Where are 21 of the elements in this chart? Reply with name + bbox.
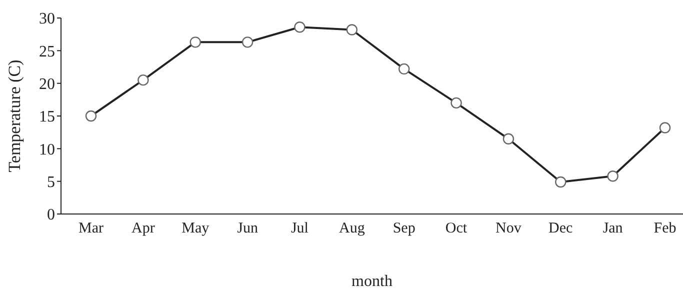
y-tick-label: 10 — [39, 141, 55, 158]
y-tick-label: 5 — [47, 174, 55, 192]
y-tick-label: 20 — [39, 76, 55, 94]
x-tick-label: Mar — [78, 220, 104, 237]
x-axis-title: month — [352, 273, 392, 290]
x-tick-label: May — [182, 220, 210, 237]
x-tick-label: Nov — [496, 220, 522, 237]
x-tick-label: Jan — [602, 220, 624, 237]
y-axis-title: Temperature (C) — [5, 60, 24, 172]
x-tick-label: Sep — [392, 220, 416, 237]
y-tick-label: 30 — [39, 10, 55, 28]
y-tick-label: 0 — [47, 206, 55, 224]
x-tick-label: Jul — [290, 220, 308, 237]
x-tick-label: Oct — [445, 220, 468, 237]
x-tick-label: Aug — [338, 220, 366, 237]
x-tick-label: Feb — [654, 220, 676, 237]
y-tick-label: 15 — [39, 108, 55, 126]
x-tick-label: Dec — [548, 220, 574, 237]
y-tick-label: 25 — [39, 43, 55, 60]
x-tick-label: Jun — [237, 220, 258, 237]
x-tick-label: Apr — [132, 220, 155, 237]
